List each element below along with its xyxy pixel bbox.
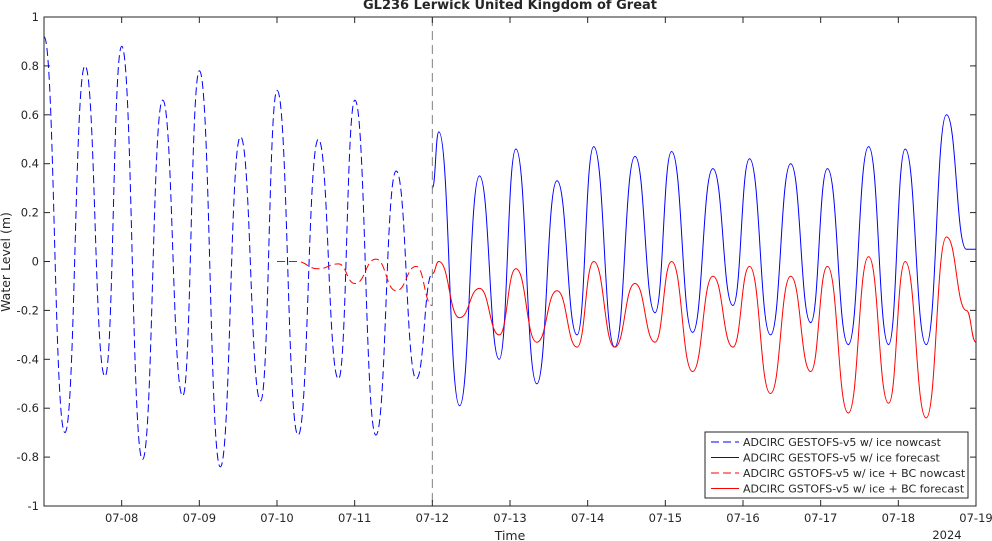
- x-tick-label: 07-10: [260, 511, 293, 525]
- legend: ADCIRC GESTOFS-v5 w/ ice nowcast ADCIRC G…: [704, 431, 969, 499]
- y-tick-label: -0.2: [17, 303, 39, 317]
- x-tick-label: 07-19: [959, 511, 992, 525]
- y-axis-label: Water Level (m): [0, 212, 13, 312]
- x-tick-label: 07-17: [804, 511, 837, 525]
- x-tick-label: 07-14: [571, 511, 604, 525]
- legend-entry: ADCIRC GESTOFS-v5 w/ ice forecast: [743, 452, 941, 465]
- x-tick-label: 07-08: [105, 511, 138, 525]
- x-tick-label: 07-16: [726, 511, 759, 525]
- x-tick-label: 07-18: [882, 511, 915, 525]
- y-tick-label: 0.6: [21, 108, 39, 122]
- legend-entry: ADCIRC GESTOFS-v5 w/ ice nowcast: [743, 436, 942, 449]
- x-tick-label: 07-13: [493, 511, 526, 525]
- series-line-adcirc-gestofs-v5-w-ice-nowcast: [43, 36, 433, 468]
- y-tick-label: 0: [32, 255, 39, 269]
- series-line-adcirc-gstofs-v5-w-ice-bc-forecast: [432, 236, 977, 419]
- y-tick-label: -0.6: [17, 401, 39, 415]
- series-line-adcirc-gstofs-v5-w-ice-bc-nowcast: [276, 258, 433, 306]
- x-tick-label: 07-11: [338, 511, 371, 525]
- x-tick-label: 07-15: [649, 511, 682, 525]
- y-tick-label: 0.8: [21, 59, 39, 73]
- legend-entry: ADCIRC GSTOFS-v5 w/ ice + BC forecast: [743, 483, 965, 496]
- series-line-adcirc-gestofs-v5-w-ice-forecast: [431, 114, 976, 407]
- x-tick-label: 07-09: [183, 511, 216, 525]
- y-tick-label: -0.8: [17, 450, 39, 464]
- x-axis-label: Time: [494, 528, 526, 541]
- x-tick-label: 07-12: [416, 511, 449, 525]
- y-tick-label: 1: [32, 10, 39, 24]
- y-tick-label: -1: [28, 499, 39, 513]
- y-tick-label: 0.4: [21, 157, 39, 171]
- legend-entry: ADCIRC GSTOFS-v5 w/ ice + BC nowcast: [743, 467, 966, 480]
- series-curves: [43, 36, 977, 468]
- chart-title: GL236 Lerwick United Kingdom of Great: [363, 0, 657, 13]
- y-tick-label: -0.4: [17, 352, 39, 366]
- axes: 07-08 07-09 07-10 07-11 07-12 07-13 07-14 07-15…: [17, 10, 992, 525]
- y-tick-label: 0.2: [21, 206, 39, 220]
- legend-box: [704, 431, 969, 499]
- year-label: 2024: [932, 528, 961, 541]
